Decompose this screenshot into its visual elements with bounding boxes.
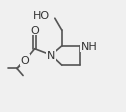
Text: O: O <box>30 25 39 35</box>
Text: NH: NH <box>81 41 97 51</box>
Text: N: N <box>47 51 55 60</box>
Text: HO: HO <box>33 11 50 21</box>
Text: O: O <box>21 56 30 65</box>
